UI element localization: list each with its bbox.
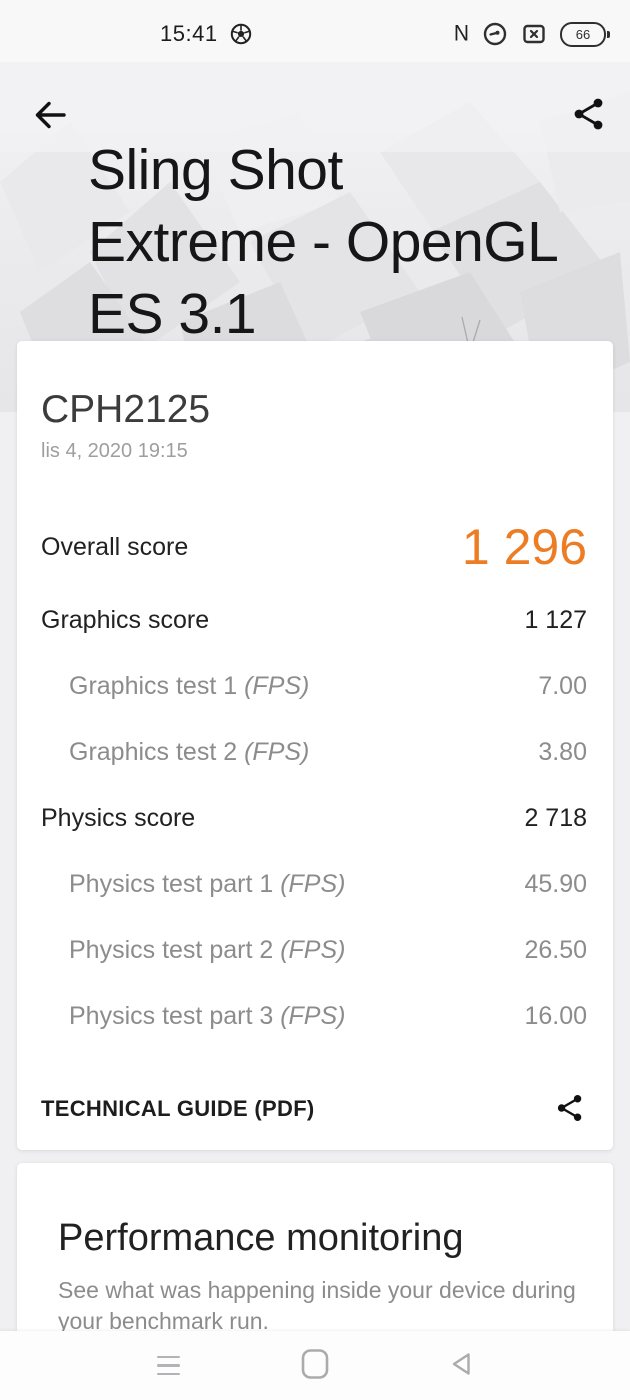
physics-test-1-row: Physics test part 1 (FPS) 45.90 [41,851,587,917]
back-arrow-icon [30,101,70,137]
benchmark-title-line: ES 3.1 [88,282,257,346]
benchmark-title-line: Extreme - OpenGL [88,210,559,274]
physics-test-3-row: Physics test part 3 (FPS) 16.00 [41,983,587,1049]
graphics-score-row: Graphics score 1 127 [41,587,587,653]
score-value: 16.00 [524,1001,587,1030]
clock: 15:41 [160,21,218,46]
battery-level: 66 [575,26,591,42]
overall-score-label: Overall score [41,532,189,561]
score-label: Graphics test 1 [69,671,238,700]
technical-guide-link[interactable]: TECHNICAL GUIDE (PDF) [41,1096,315,1121]
physics-score-row: Physics score 2 718 [41,785,587,851]
fps-unit: (FPS) [280,935,346,964]
score-label: Physics test part 2 [69,935,274,964]
recents-nav-button[interactable] [138,1341,198,1391]
fps-unit: (FPS) [244,737,310,766]
score-label: Graphics test 2 [69,737,238,766]
nfc-icon: N [453,21,469,46]
benchmark-title: Sling Shot Extreme - OpenGL ES 3.1 [88,134,588,350]
score-value: 7.00 [538,671,587,700]
share-icon [554,1095,586,1127]
back-nav-button[interactable] [432,1341,492,1391]
score-label: Physics score [41,803,196,832]
result-card: CPH2125 lis 4, 2020 19:15 Overall score … [17,341,613,1150]
score-value: 26.50 [524,935,587,964]
no-sim-icon [521,21,547,47]
data-saver-icon [482,21,508,47]
physics-test-2-row: Physics test part 2 (FPS) 26.50 [41,917,587,983]
graphics-test-2-row: Graphics test 2 (FPS) 3.80 [41,719,587,785]
performance-monitoring-title: Performance monitoring [58,1217,464,1259]
overall-score-value: 1 296 [461,519,587,575]
overall-score-row: Overall score 1 296 [41,515,587,579]
graphics-test-1-row: Graphics test 1 (FPS) 7.00 [41,653,587,719]
score-value: 3.80 [538,737,587,766]
fps-unit: (FPS) [280,869,346,898]
score-label: Physics test part 3 [69,1001,274,1030]
soccer-ball-notification-icon [230,23,252,45]
score-label: Physics test part 1 [69,869,274,898]
benchmark-hero-image [0,62,630,412]
share-icon [570,98,608,136]
benchmark-title-line: Sling Shot [88,138,343,202]
back-triangle-icon [447,1349,477,1382]
score-value: 1 127 [524,605,587,634]
score-value: 45.90 [524,869,587,898]
status-bar-right: N 66 [453,21,610,47]
run-date: lis 4, 2020 19:15 [41,440,188,462]
status-bar-left: 15:41 [160,21,252,47]
battery-icon: 66 [560,21,610,47]
status-bar: 15:41 N [0,0,630,62]
device-name: CPH2125 [41,388,211,431]
fps-unit: (FPS) [244,671,310,700]
score-breakdown: Graphics score 1 127 Graphics test 1 (FP… [41,587,587,1049]
share-result-button[interactable] [570,95,608,133]
technical-guide-row: TECHNICAL GUIDE (PDF) [41,1077,587,1141]
android-navigation-bar [0,1331,630,1400]
fps-unit: (FPS) [280,1001,346,1030]
performance-monitoring-description: See what was happening inside your devic… [58,1277,576,1334]
back-button[interactable] [30,96,70,134]
score-value: 2 718 [524,803,587,832]
score-label: Graphics score [41,605,210,634]
home-nav-button[interactable] [285,1341,345,1391]
home-icon [301,1348,329,1383]
share-technical-guide-button[interactable] [553,1092,587,1126]
recents-icon [156,1355,180,1376]
